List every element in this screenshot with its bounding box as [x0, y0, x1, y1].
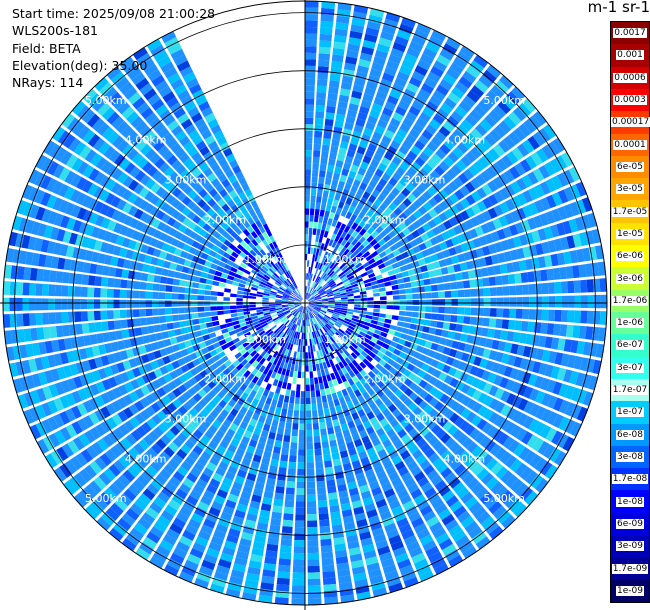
nrays-label: NRays: 114 [12, 75, 84, 91]
field-label: Field: BETA [12, 40, 81, 56]
colorbar-tick-label: 1e-07 [616, 407, 644, 418]
ring-label: 5.00km [483, 492, 525, 505]
ring-label: 3.00km [404, 174, 446, 187]
colorbar-title: m-1 sr-1 [587, 0, 650, 16]
colorbar-tick-label: 0.00017 [611, 117, 650, 128]
ring-label: 1.00km [324, 333, 366, 346]
elevation-label: Elevation(deg): 35.00 [12, 57, 148, 73]
ring-label: 2.00km [205, 213, 247, 226]
colorbar-tick-label: 6e-09 [616, 518, 644, 529]
outer-ring [2, 0, 608, 606]
colorbar-tick-label: 3e-06 [616, 273, 644, 284]
ring-label: 3.00km [404, 413, 446, 426]
colorbar-tick-label: 6e-06 [616, 251, 644, 262]
range-ring [72, 70, 538, 536]
ring-label: 4.00km [444, 134, 486, 147]
ring-label: 1.00km [324, 253, 366, 266]
range-ring [188, 186, 422, 420]
colorbar-tick-label: 1e-08 [616, 496, 644, 507]
colorbar-tick-label: 0.0017 [613, 28, 647, 39]
colorbar-tick-label: 0.0001 [613, 139, 647, 150]
ring-label: 1.00km [244, 333, 286, 346]
ring-label: 2.00km [205, 373, 247, 386]
colorbar-tick-label: 1e-06 [616, 318, 644, 329]
range-ring [14, 12, 596, 594]
colorbar-tick-label: 0.0006 [613, 72, 647, 83]
colorbar-tick-label: 6e-05 [616, 162, 644, 172]
colorbar-tick-label: 1.7e-09 [611, 563, 649, 574]
colorbar: 0.0017 0.001 0.0006 0.0003 0.00017 0.0001 6e-0… [610, 21, 650, 603]
ring-label: 5.00km [483, 94, 525, 107]
colorbar-tick-label: 0.001 [616, 50, 644, 61]
colorbar-tick-label: 0.0003 [613, 95, 647, 106]
ring-label: 2.00km [364, 213, 406, 226]
colorbar-tick-label: 3e-08 [616, 452, 644, 462]
ring-label: 4.00km [125, 452, 167, 465]
ring-label: 4.00km [125, 134, 167, 147]
colorbar-tick-label: 1.7e-06 [611, 295, 649, 306]
colorbar-tick-label: 1e-05 [616, 228, 644, 239]
range-ring [246, 244, 364, 362]
range-ring [130, 128, 480, 478]
colorbar-tick-label: 1.7e-05 [611, 206, 649, 217]
colorbar-tick-label: 3e-05 [616, 184, 644, 195]
ring-label: 5.00km [85, 492, 127, 505]
ring-label: 2.00km [364, 373, 406, 386]
ring-label: 4.00km [444, 452, 486, 465]
instrument-label: WLS200s-181 [12, 23, 98, 39]
colorbar-tick-label: 3e-07 [616, 362, 644, 373]
ring-label: 3.00km [165, 413, 207, 426]
ring-label: 5.00km [85, 94, 127, 107]
colorbar-tick-label: 1e-09 [616, 585, 644, 596]
colorbar-tick-label: 6e-08 [616, 429, 644, 440]
colorbar-tick-label: 3e-09 [616, 541, 644, 552]
scan-info: Start time: 2025/09/08 21:00:28 WLS200s-… [12, 5, 215, 91]
colorbar-tick-label: 1.7e-08 [611, 474, 649, 485]
ring-label: 3.00km [165, 174, 207, 187]
start-time-label: Start time: 2025/09/08 21:00:28 [12, 6, 216, 21]
ring-label: 1.00km [244, 253, 286, 266]
colorbar-tick-label: 1.7e-07 [611, 385, 649, 396]
colorbar-tick-label: 6e-07 [616, 340, 644, 351]
